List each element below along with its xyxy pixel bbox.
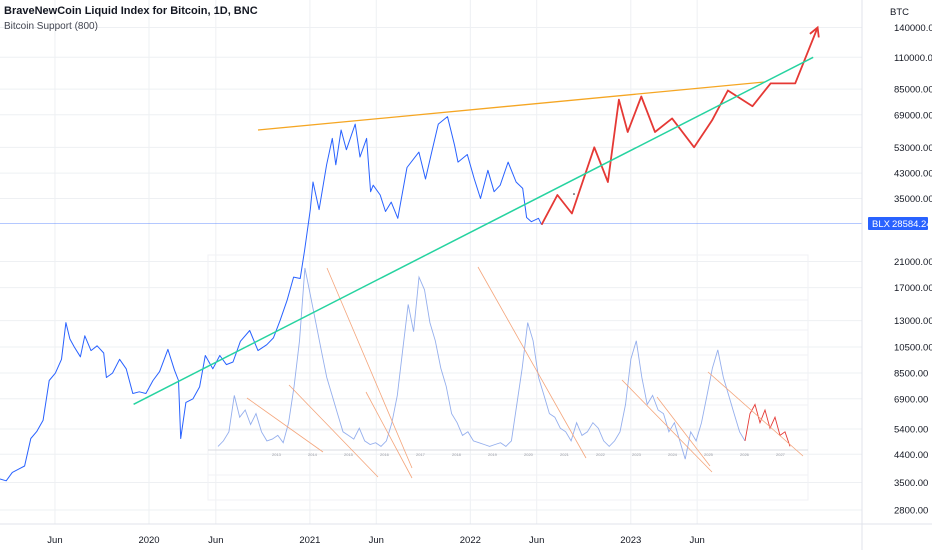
inset-tick-label: 2025 [704,452,714,457]
inset-tick-label: 2016 [380,452,390,457]
price-tick-label: 53000.00 [894,143,932,154]
inset-trendline [246,397,324,453]
price-tick-label: 10500.00 [894,342,932,353]
price-tick-label: 8500.00 [894,369,928,380]
time-tick-label: Jun [369,535,384,546]
chart-legend: BraveNewCoin Liquid Index for Bitcoin, 1… [4,4,258,34]
inset-tick-label: 2024 [668,452,678,457]
time-tick-label: Jun [208,535,223,546]
inset-trendline [707,371,804,457]
price-tick-label: 17000.00 [894,283,932,294]
time-tick-label: Jun [47,535,62,546]
price-tick-label: 13000.00 [894,316,932,327]
inset-tick-label: 2017 [416,452,426,457]
projection-arrowhead [809,25,820,38]
price-tick-label: 43000.00 [894,169,932,180]
price-tick-label: 6900.00 [894,394,928,405]
price-tick-label: 3500.00 [894,478,928,489]
inset-trendline [656,396,711,467]
time-axis[interactable]: 2019Jun2020Jun2021Jun2022Jun2023Jun [0,523,932,546]
price-tick-label: 110000.00 [894,53,932,64]
inset-tick-label: 2022 [596,452,606,457]
price-tick-label: 4400.00 [894,450,928,461]
chart-symbol-title[interactable]: BraveNewCoin Liquid Index for Bitcoin, 1… [4,5,258,17]
inset-tick-label: 2021 [560,452,570,457]
indicator-label[interactable]: Bitcoin Support (800) [4,21,98,32]
chart-dot [573,193,575,195]
inset-tick-label: 2013 [272,452,282,457]
current-price-marker: BLX 28584.24 [868,216,932,230]
inset-historical-line [217,267,746,460]
inset-historical-chart: 2013 2014 2015 2016 2017 2018 2019 2020 2021 2022… [207,254,809,501]
price-axis-unit: BTC [890,7,909,18]
inset-projection-line [744,403,791,447]
time-tick-label: Jun [529,535,544,546]
inset-trendline [326,267,413,469]
price-tick-label: 69000.00 [894,110,932,121]
inset-trendline [365,391,413,479]
inset-trendline [621,379,713,473]
price-tick-label: 140000.00 [894,23,932,34]
inset-tick-label: 2018 [452,452,462,457]
current-price-value: 28584.24 [892,219,932,230]
resistance-trendline [257,81,765,131]
time-tick-label: 2021 [299,535,320,546]
price-tick-label: 2800.00 [894,506,928,517]
inset-tick-label: 2027 [776,452,786,457]
price-tick-label: 85000.00 [894,85,932,96]
current-price-box [868,216,928,230]
time-tick-label: 2023 [620,535,641,546]
current-price-symbol: BLX [872,219,891,230]
projection-path [540,27,819,226]
inset-tick-label: 2020 [524,452,534,457]
inset-frame [207,254,809,501]
inset-tick-label: 2015 [344,452,354,457]
price-axis[interactable]: BTC 140000.00 110000.00 85000.00 69000.00 53… [861,0,932,550]
inset-trendline [477,266,587,459]
grid-lines [0,0,862,524]
time-tick-label: 2022 [460,535,481,546]
time-tick-label: Jun [689,535,704,546]
inset-tick-label: 2026 [740,452,750,457]
support-trendline [133,56,814,405]
inset-tick-label: 2023 [632,452,642,457]
price-tick-label: 21000.00 [894,257,932,268]
inset-tick-label: 2019 [488,452,498,457]
main-plot-lines [0,25,820,482]
price-tick-label: 35000.00 [894,194,932,205]
price-tick-label: 5400.00 [894,425,928,436]
time-tick-label: 2020 [138,535,159,546]
price-line [0,116,543,482]
inset-trendline [288,384,379,478]
inset-tick-label: 2014 [308,452,318,457]
